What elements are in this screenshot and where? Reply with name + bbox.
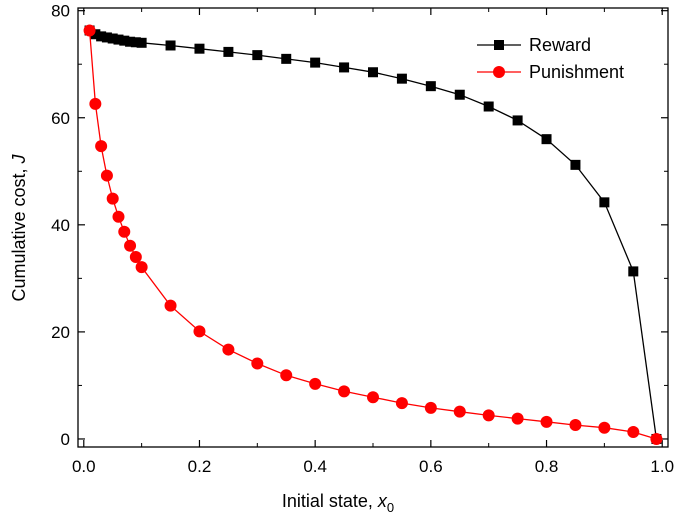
data-point-punishment [89, 97, 102, 110]
legend: Reward Punishment [477, 35, 624, 82]
series-line-punishment [88, 30, 657, 440]
data-point-punishment [424, 401, 437, 414]
data-point-reward [130, 37, 141, 48]
data-point-punishment [280, 369, 293, 382]
data-point-punishment [627, 426, 640, 439]
data-point-punishment [129, 250, 142, 263]
data-point-reward [483, 101, 494, 112]
series-line-reward [89, 29, 658, 440]
data-point-punishment [164, 299, 177, 312]
x-axis-title-variable: x [377, 491, 388, 511]
data-point-punishment [193, 325, 206, 338]
data-point-reward [194, 43, 205, 54]
data-point-reward [541, 134, 552, 145]
data-point-reward [107, 33, 118, 44]
data-point-punishment [367, 391, 379, 404]
data-point-reward [223, 46, 234, 57]
data-point-punishment [112, 210, 125, 223]
data-point-reward [125, 36, 136, 47]
y-tick-label: 0 [61, 430, 70, 449]
data-point-punishment [135, 261, 148, 274]
data-series [83, 24, 663, 445]
axis-tick-labels: 0.0 0.2 0.4 0.6 0.8 1.0 0 20 40 60 80 [51, 2, 674, 476]
data-point-punishment [124, 239, 137, 252]
data-point-punishment [309, 377, 322, 390]
x-tick-label: 0.6 [419, 457, 443, 476]
data-point-reward [454, 89, 465, 100]
data-point-punishment [453, 405, 466, 418]
data-point-reward [281, 53, 292, 64]
legend-label-reward: Reward [529, 35, 591, 55]
x-axis-title-subscript: 0 [387, 500, 394, 515]
data-point-reward [339, 62, 350, 73]
data-point-reward [599, 197, 610, 208]
y-tick-label: 60 [51, 109, 70, 128]
data-point-punishment [100, 169, 113, 182]
y-axis-title-variable: J [9, 153, 29, 164]
legend-marker-punishment [493, 66, 505, 78]
x-axis-title-text: Initial state, [282, 491, 373, 511]
data-point-punishment [222, 343, 235, 356]
data-point-reward [165, 40, 176, 51]
x-tick-label: 0.0 [72, 457, 96, 476]
x-tick-label: 1.0 [650, 457, 674, 476]
y-axis-title-text: Cumulative cost, [9, 168, 29, 301]
legend-label-punishment: Punishment [529, 62, 624, 82]
y-tick-label: 80 [51, 2, 70, 21]
x-tick-label: 0.2 [188, 457, 212, 476]
data-point-punishment [83, 24, 96, 37]
data-point-punishment [95, 140, 108, 153]
data-point-reward [90, 29, 101, 40]
axis-ticks [78, 8, 668, 447]
data-point-punishment [106, 192, 119, 205]
data-point-punishment [482, 409, 495, 422]
data-point-punishment [569, 419, 582, 432]
data-point-punishment [540, 415, 553, 428]
legend-marker-reward [494, 40, 504, 50]
data-point-reward [113, 34, 124, 45]
y-tick-label: 20 [51, 323, 70, 342]
y-tick-label: 40 [51, 216, 70, 235]
data-point-punishment [598, 421, 611, 434]
data-point-reward [396, 73, 407, 84]
x-tick-label: 0.8 [535, 457, 559, 476]
data-point-reward [96, 31, 107, 42]
data-point-punishment [650, 432, 663, 445]
data-point-punishment [511, 412, 524, 425]
data-point-punishment [395, 397, 408, 410]
x-axis-title: Initial state, x0 [282, 491, 394, 515]
y-axis-title: Cumulative cost, J [9, 153, 29, 301]
data-point-reward [136, 37, 147, 48]
data-point-punishment [251, 357, 264, 370]
data-point-punishment [118, 225, 131, 238]
data-point-reward [570, 159, 581, 170]
data-point-reward [119, 35, 130, 46]
data-point-reward [252, 50, 263, 61]
data-point-reward [628, 266, 639, 277]
data-point-reward [368, 67, 378, 78]
data-point-reward [101, 32, 112, 43]
data-point-reward [425, 81, 436, 92]
data-point-punishment [338, 385, 351, 398]
x-tick-label: 0.4 [303, 457, 327, 476]
data-point-reward [310, 57, 321, 68]
data-point-reward [512, 115, 523, 126]
